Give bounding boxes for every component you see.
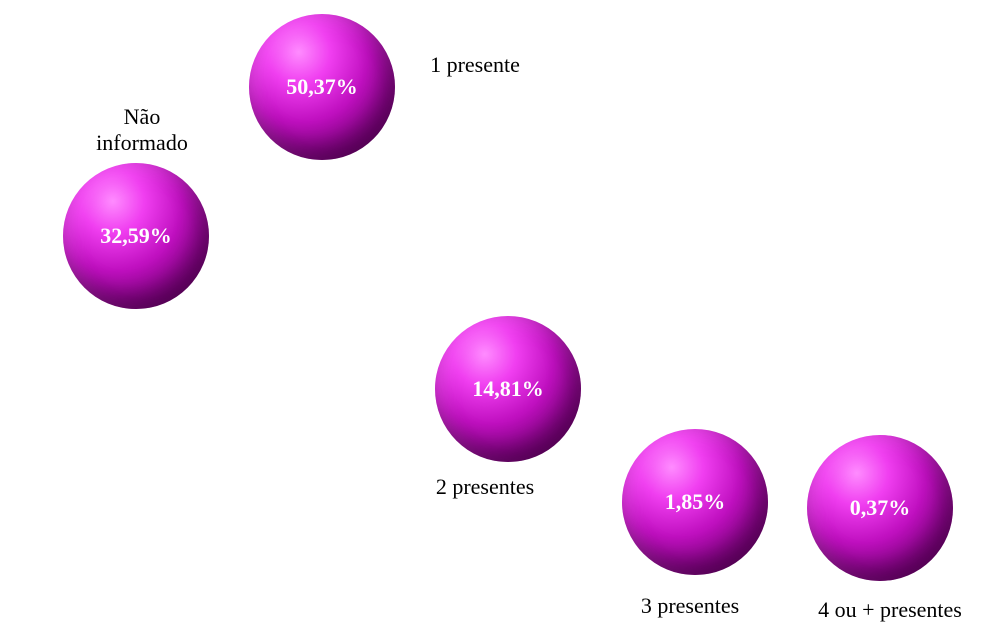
value-label: 14,81% — [472, 376, 544, 401]
value-label: 32,59% — [100, 223, 172, 248]
value-label: 0,37% — [849, 495, 911, 520]
category-label: 4 ou + presentes — [818, 597, 962, 622]
bubble: 50,37% — [249, 14, 395, 160]
value-label: 50,37% — [286, 74, 358, 99]
value-label: 1,85% — [664, 489, 726, 514]
bubble: 0,37% — [807, 435, 953, 581]
category-label: 2 presentes — [435, 474, 535, 499]
category-label: 3 presentes — [640, 593, 740, 618]
bubble: 1,85% — [622, 429, 768, 575]
bubble: 14,81% — [435, 316, 581, 462]
bubble: 32,59% — [63, 163, 209, 309]
category-label: 1 presente — [430, 52, 520, 77]
category-label: Não informado — [96, 104, 188, 155]
